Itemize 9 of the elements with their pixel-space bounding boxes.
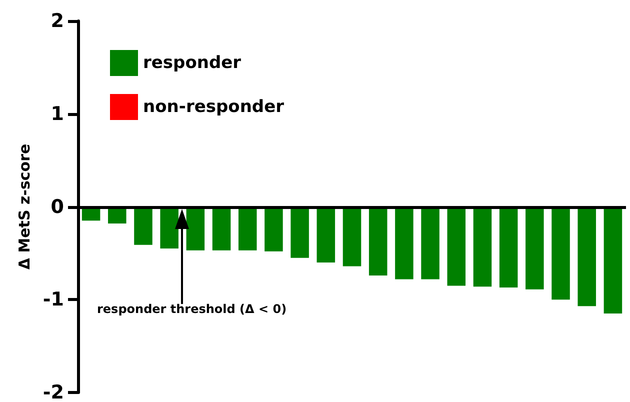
y-axis-title: Δ MetS z-score xyxy=(15,144,34,270)
y-tick-label: 0 xyxy=(50,196,64,218)
y-tick-label: 2 xyxy=(50,10,64,32)
y-tick-label: -2 xyxy=(42,382,64,402)
legend-label: non-responder xyxy=(143,97,285,117)
y-tick-label: 1 xyxy=(50,102,64,125)
ref-line-label: responder threshold (Δ < 0) xyxy=(97,302,287,316)
y-tick-label: -1 xyxy=(42,288,64,311)
legend-label: responder xyxy=(143,53,242,73)
